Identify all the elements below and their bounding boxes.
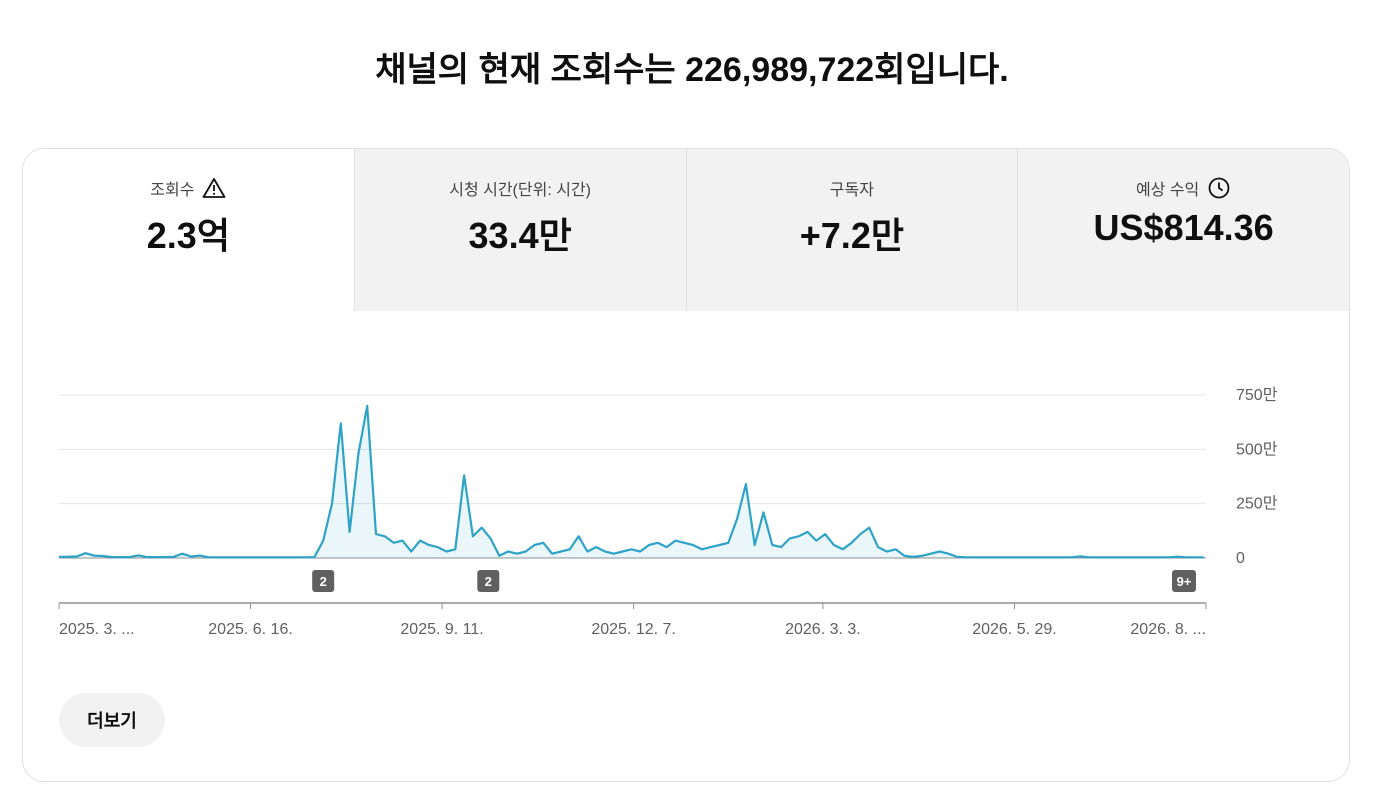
tab-value: +7.2만 xyxy=(799,215,904,256)
metric-tab[interactable]: 시청 시간(단위: 시간) 33.4만 xyxy=(353,149,686,311)
annotation-badge[interactable] xyxy=(477,570,500,592)
x-tick-label: 2025. 9. 11. xyxy=(400,621,483,638)
clock-icon xyxy=(1208,177,1230,199)
line xyxy=(58,404,1204,559)
metric-tab[interactable]: 예상 수익 US$814.36 xyxy=(1017,149,1349,311)
annotation-badge[interactable] xyxy=(312,570,335,592)
page-title: 채널의 현재 조회수는 226,989,722회입니다. xyxy=(375,51,1009,89)
annotation-label: 2 xyxy=(485,574,492,589)
tab-value: US$814.36 xyxy=(1093,207,1274,248)
warning-icon xyxy=(203,178,226,198)
tab-label: 구독자 xyxy=(829,182,874,199)
chart: 0 250만 500만 750만 2025. 3. ... 2025. 6. 16. 202… xyxy=(58,386,1278,638)
x-tick-label: 2026. 8. ... xyxy=(1130,621,1206,638)
y-tick-label: 250만 xyxy=(1236,495,1278,513)
y-tick-label: 0 xyxy=(1236,550,1245,567)
metric-tabs: 조회수 2.3억 시청 시간(단위: 시간) 33.4만 구독자 +7.2만 예… xyxy=(23,149,1349,311)
tab-value: 33.4만 xyxy=(468,215,572,256)
annotation-label: 9+ xyxy=(1177,574,1192,589)
x-tick-label: 2026. 5. 29. xyxy=(972,621,1057,638)
area xyxy=(59,405,1204,558)
tab-value: 2.3억 xyxy=(146,215,230,256)
x-tick-label: 2025. 6. 16. xyxy=(208,621,293,638)
annotation-badge[interactable] xyxy=(1171,570,1196,592)
analytics-card: 0 250만 500만 750만 2025. 3. ... 2025. 6. 16. 202… xyxy=(22,148,1350,782)
more-button[interactable]: 더보기 xyxy=(59,693,165,747)
tab-label: 시청 시간(단위: 시간) xyxy=(449,182,591,199)
x-tick-label: 2025. 3. ... xyxy=(59,621,135,638)
y-tick-label: 500만 xyxy=(1236,440,1278,458)
metric-tab[interactable]: 조회수 2.3억 xyxy=(23,149,354,311)
annotation-label: 2 xyxy=(320,574,327,589)
x-tick-label: 2026. 3. 3. xyxy=(785,621,861,638)
tab-label: 조회수 xyxy=(150,182,195,199)
y-tick-label: 750만 xyxy=(1236,386,1278,404)
metric-tab[interactable]: 구독자 +7.2만 xyxy=(685,149,1018,311)
tab-label: 예상 수익 xyxy=(1135,182,1200,199)
x-tick-label: 2025. 12. 7. xyxy=(591,621,676,638)
